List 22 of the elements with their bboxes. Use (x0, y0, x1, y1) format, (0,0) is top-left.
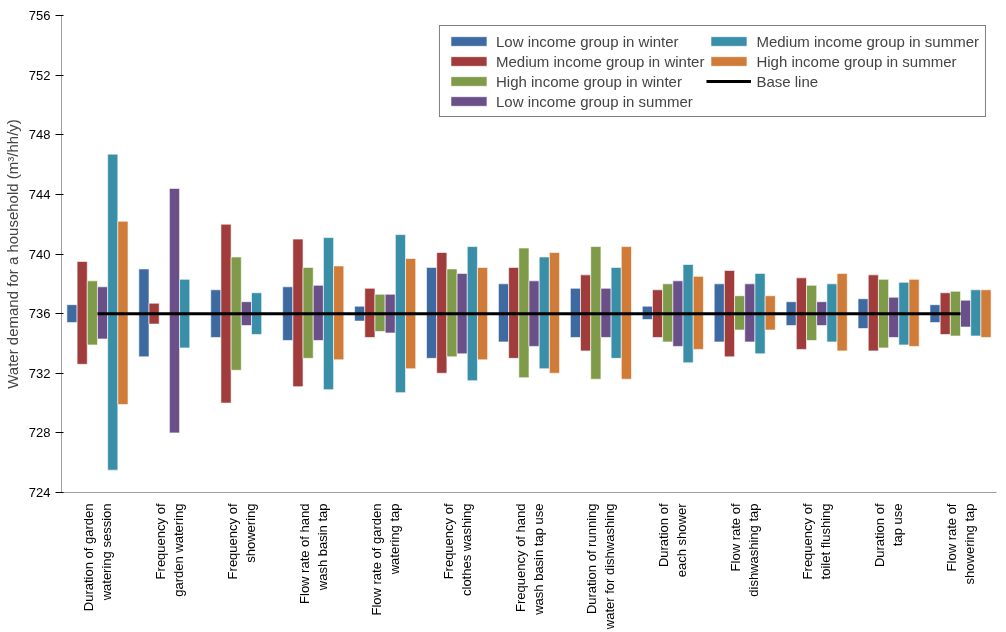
y-tick-label: 728 (28, 425, 51, 441)
legend-label: Base line (756, 72, 819, 90)
legend-label: Low income group in winter (495, 32, 679, 50)
legend-label: Medium income group in winter (495, 52, 705, 70)
y-tick-label: 724 (28, 485, 51, 500)
legend-label: Medium income group in summer (756, 32, 979, 50)
legend-label: Low income group in summer (495, 92, 693, 110)
y-tick-label: 756 (28, 8, 51, 23)
y-tick-label: 744 (28, 186, 51, 202)
legend-label: High income group in winter (495, 72, 682, 90)
x-tick-label: Duration of garden watering session (80, 503, 114, 612)
x-tick-label: Duration of tap use (872, 503, 906, 568)
x-tick-label: Frequency of garden watering (152, 503, 186, 597)
y-tick-label: 736 (28, 306, 51, 322)
y-tick-label: 752 (28, 67, 51, 83)
x-tick-label: Duration of running water for dishwashing (584, 503, 618, 631)
y-axis-title: Water demand for a household (m³/hh/y) (3, 119, 21, 389)
y-tick-label: 732 (28, 365, 51, 381)
y-tick-label: 740 (28, 246, 51, 262)
x-tick-label: Frequency of clothes washing (440, 503, 474, 596)
legend-label: High income group in summer (756, 52, 957, 70)
y-tick-label: 748 (28, 127, 51, 143)
